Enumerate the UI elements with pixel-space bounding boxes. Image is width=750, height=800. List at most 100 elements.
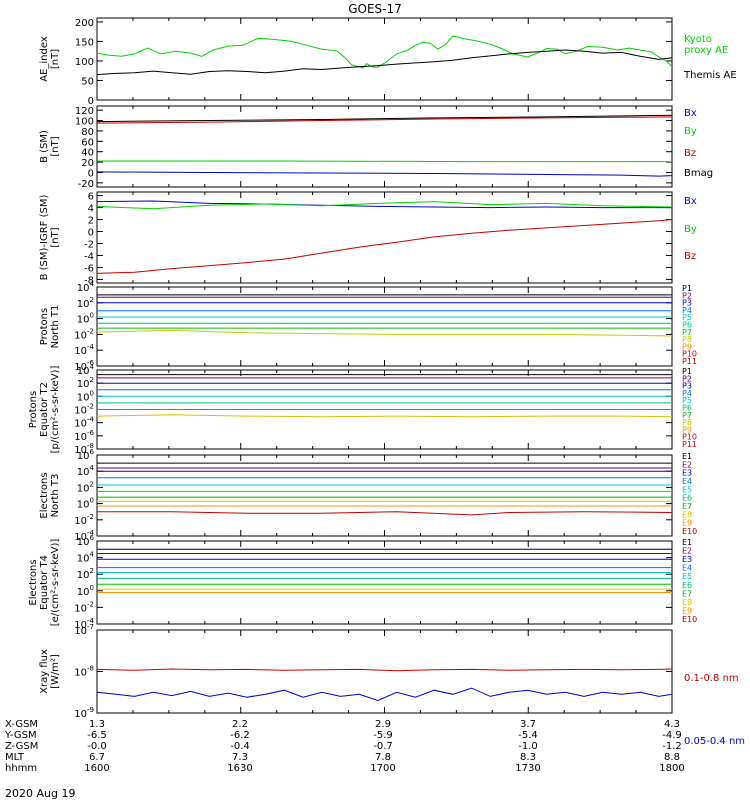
channel-label: P5 bbox=[682, 396, 692, 405]
legend-entry: Bmag bbox=[684, 168, 713, 179]
y-axis-label: Electrons bbox=[39, 472, 50, 518]
panel-frame bbox=[96, 454, 673, 537]
x-row-label: Z-GSM bbox=[5, 741, 38, 752]
series-line-0.05-0.4-nm bbox=[96, 687, 673, 702]
channel-label: P10 bbox=[682, 433, 697, 442]
y-axis-label: Protons bbox=[28, 391, 39, 428]
series-line-By bbox=[97, 160, 672, 163]
y-tick-label: 120 bbox=[75, 106, 94, 117]
legend-entry: Bz bbox=[684, 148, 696, 159]
y-tick-label: 10-2 bbox=[74, 403, 94, 417]
panel-frame bbox=[96, 17, 673, 101]
channel-label: E5 bbox=[682, 572, 692, 581]
y-tick-label: 10-6 bbox=[74, 429, 94, 443]
y-tick-label: 10-9 bbox=[74, 706, 94, 720]
panel-frame bbox=[96, 629, 673, 714]
channel-label: E2 bbox=[682, 547, 692, 556]
y-axis-label: North T3 bbox=[50, 474, 61, 518]
y-axis-label: Equator T4 bbox=[39, 555, 50, 610]
y-axis-label: [p/(cm²-s-sr-keV)] bbox=[50, 366, 61, 454]
y-tick-label: -20 bbox=[78, 179, 94, 190]
channel-label: E3 bbox=[682, 469, 692, 478]
x-row-value: 1730 bbox=[515, 763, 540, 774]
series-line-0.1-0.8-nm bbox=[96, 668, 673, 672]
y-tick-label: 100 bbox=[75, 117, 94, 128]
y-tick-label: 104 bbox=[77, 464, 95, 478]
x-row-value: -6.2 bbox=[230, 730, 250, 741]
channel-label: E6 bbox=[682, 581, 692, 590]
channel-label: E4 bbox=[682, 477, 692, 486]
channel-label: E9 bbox=[682, 519, 692, 528]
y-tick-label: 104 bbox=[77, 551, 95, 565]
x-row-value: -1.2 bbox=[662, 741, 682, 752]
channel-label: E6 bbox=[682, 494, 692, 503]
x-row-value: -5.4 bbox=[518, 730, 538, 741]
y-tick-label: 60 bbox=[81, 137, 94, 148]
x-row-value: -0.4 bbox=[230, 741, 250, 752]
x-row-value: 1630 bbox=[227, 763, 252, 774]
channel-label: E8 bbox=[682, 510, 692, 519]
y-tick-label: 0 bbox=[88, 96, 94, 107]
x-row-value: -1.0 bbox=[518, 741, 538, 752]
channel-label: P11 bbox=[682, 440, 697, 449]
x-row-value: -5.9 bbox=[373, 730, 393, 741]
y-tick-label: 10-7 bbox=[74, 623, 94, 637]
x-row-value: 8.3 bbox=[520, 752, 536, 763]
y-tick-label: 2 bbox=[88, 216, 94, 227]
x-row-value: 6.7 bbox=[89, 752, 105, 763]
channel-label: P7 bbox=[682, 411, 692, 420]
series-line-P8 bbox=[96, 329, 673, 337]
y-axis-label: Equator T2 bbox=[39, 382, 50, 437]
date-label: 2020 Aug 19 bbox=[5, 787, 75, 800]
channel-label: P6 bbox=[682, 321, 692, 330]
y-tick-label: 0 bbox=[88, 168, 94, 179]
y-tick-label: 200 bbox=[75, 18, 94, 29]
y-tick-label: 0 bbox=[88, 228, 94, 239]
series-line-E10 bbox=[97, 511, 673, 516]
channel-label: P10 bbox=[682, 350, 697, 359]
legend-entry: Bx bbox=[684, 196, 697, 207]
y-tick-label: -8 bbox=[84, 275, 94, 286]
x-row-label: Y-GSM bbox=[4, 730, 37, 741]
legend-entry: Themis AE bbox=[683, 70, 737, 81]
x-row-value: 1800 bbox=[659, 763, 684, 774]
x-row-value: 8.8 bbox=[664, 752, 680, 763]
channel-label: E4 bbox=[682, 564, 692, 573]
x-row-label: hhmm bbox=[5, 763, 37, 774]
y-tick-label: 4 bbox=[88, 204, 94, 215]
channel-label: P3 bbox=[682, 299, 692, 308]
series-line-By bbox=[96, 201, 673, 210]
x-row-value: -0.7 bbox=[373, 741, 393, 752]
legend-entry: proxy AE bbox=[684, 45, 728, 56]
channel-label: P1 bbox=[682, 284, 692, 293]
y-tick-label: 102 bbox=[77, 296, 94, 310]
series-line-Bx bbox=[96, 200, 672, 209]
channel-label: P2 bbox=[682, 374, 692, 383]
x-row-value: -4.9 bbox=[662, 730, 682, 741]
x-row-label: MLT bbox=[5, 752, 25, 763]
y-tick-label: 100 bbox=[77, 312, 94, 326]
channel-label: P5 bbox=[682, 313, 692, 322]
y-tick-label: 104 bbox=[77, 280, 95, 294]
series-line-P8 bbox=[96, 414, 673, 418]
series-line-Bx bbox=[96, 171, 673, 177]
channel-label: E3 bbox=[682, 555, 692, 564]
channel-label: P8 bbox=[682, 418, 692, 427]
x-row-value: 2.9 bbox=[375, 719, 391, 730]
channel-label: P11 bbox=[682, 357, 697, 366]
x-row-value: 4.3 bbox=[664, 719, 680, 730]
legend-entry: Kyoto bbox=[684, 34, 712, 45]
y-tick-label: 10-8 bbox=[74, 665, 94, 679]
y-tick-label: 100 bbox=[77, 389, 94, 403]
x-row-value: -0.0 bbox=[87, 741, 107, 752]
y-axis-label: [W/m²] bbox=[50, 654, 61, 689]
y-tick-label: -4 bbox=[84, 251, 94, 262]
channel-label: P4 bbox=[682, 306, 692, 315]
legend-entry: Bx bbox=[684, 108, 697, 119]
